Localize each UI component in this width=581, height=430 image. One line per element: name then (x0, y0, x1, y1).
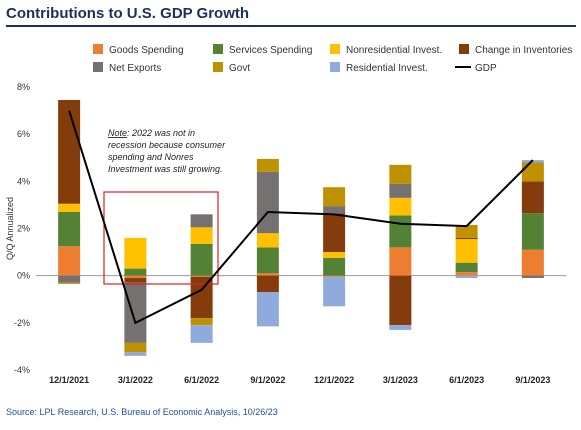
bar-segment (521, 213, 544, 250)
legend-label: Services Spending (229, 45, 312, 56)
legend-swatch (330, 44, 340, 54)
legend-label: Change in Inventories (475, 45, 572, 56)
gdp-line-group (68, 110, 534, 325)
legend-swatch (93, 62, 103, 72)
bar-segment (190, 276, 213, 319)
bar-segment (256, 292, 279, 327)
bar-segment (323, 276, 346, 307)
annotation-line-2: recession because consumer (108, 140, 226, 150)
legend-label: Residential Invest. (346, 63, 428, 74)
bar-segment (323, 206, 346, 214)
bar-segment (323, 275, 346, 277)
legend-swatch (459, 44, 469, 54)
bar-segment (389, 164, 412, 184)
bar-segment (58, 275, 81, 283)
x-tick-label: 3/1/2022 (118, 375, 153, 385)
bar-segment (455, 262, 478, 273)
legend: Goods Spending Services Spending Nonreside… (93, 44, 572, 74)
bar-segment (323, 187, 346, 207)
bar-segment (124, 275, 147, 279)
bar-segment (124, 268, 147, 276)
bar-segment (455, 237, 478, 240)
bar-segment (455, 272, 478, 276)
y-tick-label: 6% (17, 129, 30, 139)
bar-segment (190, 214, 213, 228)
bar-segment (256, 247, 279, 274)
annotation-heading: Note (108, 128, 127, 138)
x-tick-label: 12/1/2021 (49, 375, 89, 385)
bar-segment (521, 181, 544, 214)
bar-segment (521, 249, 544, 276)
bar-segment (455, 224, 478, 238)
bar-segment (190, 318, 213, 326)
bar-segment (190, 227, 213, 244)
title-underline (6, 25, 576, 27)
legend-swatch (93, 44, 103, 54)
bar-segment (124, 237, 147, 269)
bar-segment (389, 197, 412, 216)
annotation-line-1: Note: 2022 was not in (108, 128, 195, 138)
bar-segment (389, 275, 412, 326)
bar-segment (521, 162, 544, 182)
source-note: Source: LPL Research, U.S. Bureau of Eco… (6, 407, 278, 417)
y-tick-label: 8% (17, 82, 30, 92)
bar-segment (256, 171, 279, 234)
bar-segment (190, 325, 213, 343)
bar-segment (455, 239, 478, 263)
bar-segment (58, 246, 81, 276)
bar-segment (58, 203, 81, 212)
annotation-line-3: spending and Nonres (108, 152, 194, 162)
bar-segment (124, 342, 147, 353)
legend-label: Nonresidential Invest. (346, 45, 442, 56)
bar-segment (256, 158, 279, 172)
bar-segment (323, 213, 346, 253)
x-tick-label: 12/1/2022 (314, 375, 354, 385)
x-tick-label: 3/1/2023 (383, 375, 418, 385)
bar-segment (389, 183, 412, 198)
legend-swatch (213, 62, 223, 72)
bar-segment (190, 243, 213, 276)
y-tick-label: 0% (17, 271, 30, 281)
y-tick-label: 2% (17, 224, 30, 234)
bar-segment (256, 233, 279, 248)
annotation-line-4: Investment was still growing. (108, 164, 223, 174)
legend-swatch (213, 44, 223, 54)
x-tick-label: 6/1/2022 (184, 375, 219, 385)
bar-segment (58, 211, 81, 247)
bar-segment (389, 215, 412, 248)
bar-segment (58, 282, 81, 284)
gdp-line (68, 110, 534, 325)
bar-segment (124, 282, 147, 343)
bar-segment (124, 352, 147, 356)
bar-segment (256, 273, 279, 276)
bar-segment (190, 275, 213, 277)
legend-label: Govt (229, 63, 250, 74)
x-tick-label: 6/1/2023 (449, 375, 484, 385)
bar-segment (323, 257, 346, 276)
bar-segment (256, 275, 279, 293)
legend-label: Net Exports (109, 63, 161, 74)
bars (58, 99, 544, 356)
bar-segment (389, 247, 412, 276)
highlight-box (103, 191, 219, 285)
recession-annotation: Note: 2022 was not in recession because … (103, 128, 226, 285)
bar-segment (58, 99, 81, 204)
legend-label: GDP (475, 63, 497, 74)
axes: -4% -2% 0% 2% 4% 6% 8% Q/Q Annualized 12/1/2021 3… (5, 82, 566, 385)
bar-segment (323, 252, 346, 258)
bar-segment (124, 278, 147, 283)
y-axis-label: Q/Q Annualized (5, 197, 15, 260)
y-tick-label: 4% (17, 176, 30, 186)
legend-swatch (330, 62, 340, 72)
bar-segment (389, 325, 412, 330)
y-tick-label: -2% (14, 318, 30, 328)
legend-label: Goods Spending (109, 45, 184, 56)
chart-title: Contributions to U.S. GDP Growth (6, 5, 250, 22)
x-tick-label: 9/1/2023 (515, 375, 550, 385)
bar-segment (521, 275, 544, 279)
bar-segment (455, 275, 478, 279)
y-tick-label: -4% (14, 365, 30, 375)
x-tick-label: 9/1/2022 (250, 375, 285, 385)
